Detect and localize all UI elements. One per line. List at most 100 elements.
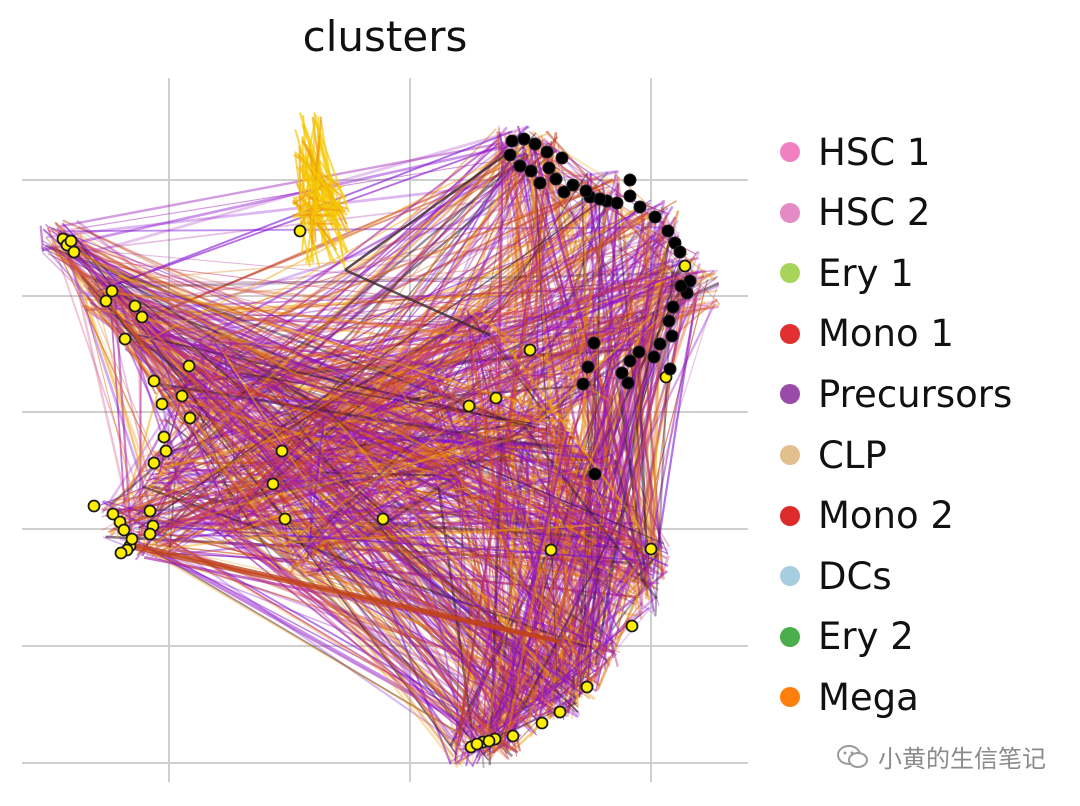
graph-edge [372,275,670,412]
graph-edge [460,127,501,453]
graph-edge [299,539,655,574]
graph-edge [263,385,441,470]
graph-edge [577,229,667,412]
graph-edge [326,305,701,482]
graph-edge [315,314,498,466]
graph-edge [632,273,692,558]
graph-edge [500,453,631,514]
graph-edge [384,525,573,687]
graph-edge [107,291,520,727]
graph-edge [523,425,658,600]
graph-edge [344,268,491,337]
graph-edge [446,381,471,457]
graph-edge [584,570,600,654]
graph-edge [41,142,522,252]
graph-edge [594,591,621,692]
graph-edge [611,579,650,631]
graph-edge [163,521,363,551]
graph-edge [484,275,683,320]
graph-edge [540,134,621,526]
graph-edge [264,173,605,389]
graph-edge [298,147,329,214]
graph-edge [309,414,513,735]
graph-edge [258,433,509,760]
graph-edge [252,361,596,439]
graph-edge [71,244,327,412]
graph-edge [410,384,449,397]
graph-edge [559,682,569,693]
graph-edge [58,236,668,560]
graph-edge [135,203,645,524]
graph-edge [85,284,690,311]
yellow-point [293,224,307,238]
graph-edge [588,199,666,645]
graph-edge [484,330,624,742]
graph-edge [526,448,602,515]
graph-edge [310,466,585,553]
legend-item: Ery 2 [780,615,914,659]
graph-edge [132,343,488,511]
graph-edge [410,396,582,677]
graph-edge [164,525,640,562]
black-point [587,336,601,350]
graph-edge [457,132,558,736]
graph-edge [496,346,597,367]
graph-edge [192,364,646,544]
graph-edge [304,462,639,563]
graph-edge [82,291,149,456]
graph-edge [119,125,529,532]
graph-edge [225,532,493,743]
black-point [540,145,554,159]
graph-edge [501,421,592,652]
graph-edge [606,284,665,548]
graph-edge [469,264,671,349]
graph-edge [48,226,576,436]
graph-edge [457,470,498,730]
graph-edge [308,195,314,245]
black-point [663,362,677,376]
graph-edge [498,125,557,681]
graph-edge [167,555,519,754]
legend-label: Mono 1 [818,312,954,356]
graph-edge [443,172,589,395]
graph-edge [239,522,542,694]
graph-edge [111,291,390,399]
graph-edge [588,474,606,513]
graph-edge [63,252,492,757]
graph-edge [613,260,682,475]
graph-edge [60,237,156,490]
graph-edge [91,219,666,311]
watermark: 小黄的生信笔记 [836,739,1046,774]
graph-edge [99,234,651,283]
graph-edge [501,146,536,749]
graph-edge [306,471,612,574]
graph-edge [63,232,282,572]
graph-edge [238,387,442,456]
graph-edge [526,137,579,707]
graph-edge [123,146,553,514]
graph-edge [312,404,578,689]
yellow-point [275,444,289,458]
graph-edge [599,375,620,380]
black-point [623,354,637,368]
graph-edge [528,420,561,728]
graph-edge [363,200,677,388]
graph-edge [553,168,657,547]
graph-edge [220,434,528,511]
black-point [666,300,680,314]
graph-edge [214,199,590,369]
legend-item: CLP [780,433,887,477]
graph-edge [67,247,710,307]
graph-edge [503,423,567,674]
graph-edge [141,332,585,382]
graph-edge [436,195,601,382]
black-point [653,337,667,351]
yellow-point [118,332,132,346]
graph-edge [129,255,681,526]
graph-edge [503,191,600,743]
graph-edge [466,458,665,545]
graph-edge [578,368,599,698]
legend-item: DCs [780,554,892,598]
graph-edge [140,398,386,458]
